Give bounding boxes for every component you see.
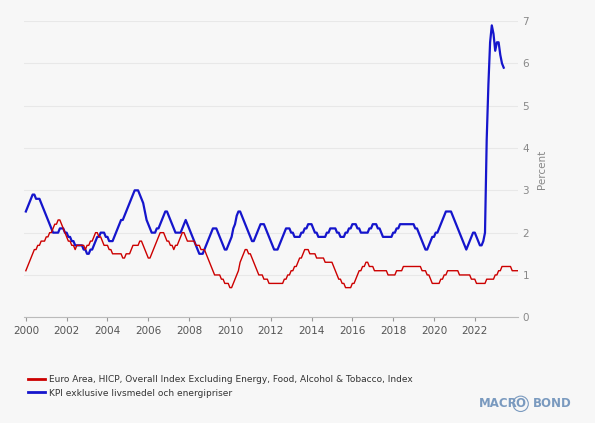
Text: MACR: MACR bbox=[479, 397, 518, 410]
Text: BOND: BOND bbox=[533, 397, 571, 410]
Y-axis label: Percent: Percent bbox=[537, 150, 547, 189]
Text: O: O bbox=[516, 397, 525, 410]
Legend: Euro Area, HICP, Overall Index Excluding Energy, Food, Alcohol & Tobacco, Index,: Euro Area, HICP, Overall Index Excluding… bbox=[29, 375, 413, 398]
